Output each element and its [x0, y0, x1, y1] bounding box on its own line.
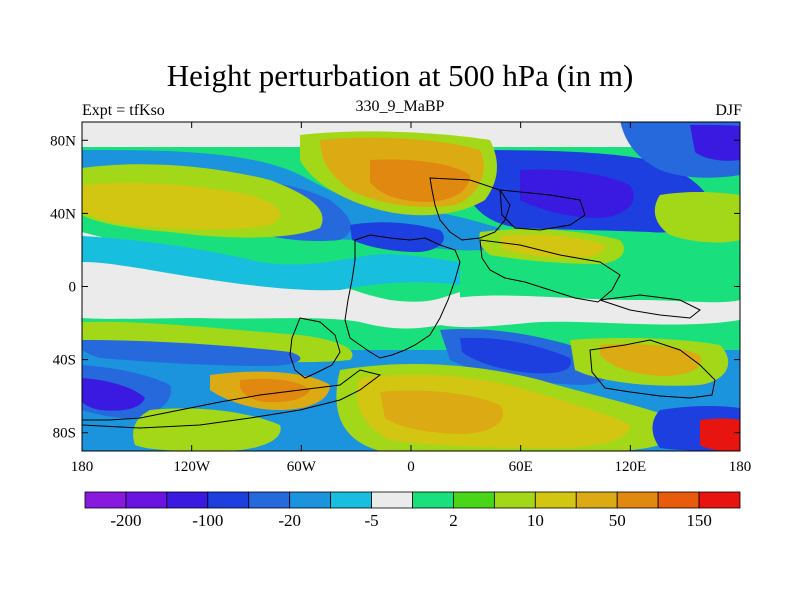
- colorbar-swatch: [657, 491, 700, 509]
- colorbar-swatch: [125, 491, 168, 509]
- colorbar-swatch: [371, 491, 413, 509]
- tropical-neutral-band-east: [440, 295, 740, 328]
- colorbar-swatch: [698, 491, 741, 509]
- continent-outlines: [82, 177, 716, 429]
- experiment-label: Expt = tfKso: [82, 102, 165, 119]
- europe-ridge-core: [370, 159, 470, 202]
- colorbar-label: -5: [364, 511, 378, 530]
- y-tick-label: 40S: [53, 353, 76, 369]
- colorbar-swatch: [412, 491, 454, 509]
- aleutian-low-core: [690, 125, 740, 161]
- y-tick-label: 80S: [53, 426, 76, 442]
- colorbar-swatch: [207, 491, 250, 509]
- colorbar-label: 50: [609, 511, 626, 530]
- colorbar-swatch: [248, 491, 291, 509]
- antarctic-high-spot: [700, 418, 740, 451]
- siberian-low-core: [520, 169, 634, 218]
- antarctic-ridge-core: [380, 390, 504, 434]
- atlantic-low: [350, 222, 444, 252]
- plot-title: Height perturbation at 500 hPa (in m): [166, 58, 634, 93]
- south-pacific-trough: [82, 340, 301, 366]
- x-tick-label: 120W: [173, 459, 211, 475]
- x-tick-label: 180: [71, 459, 94, 475]
- y-tick-label: 40N: [50, 206, 76, 222]
- colorbar-swatch: [575, 491, 618, 509]
- y-tick-label: 0: [69, 280, 77, 296]
- colorbar-swatch: [166, 491, 209, 509]
- colorbar-swatch: [534, 491, 577, 509]
- contour-field: [82, 122, 740, 451]
- middle-east-ridge-core: [500, 234, 605, 258]
- australia-ridge-core: [600, 344, 701, 376]
- period-label: 330_9_MaBP: [355, 98, 445, 115]
- asia-south-outline: [479, 239, 621, 303]
- colorbar-swatch: [616, 491, 659, 509]
- y-tick-label: 80N: [50, 133, 76, 149]
- x-tick-label: 60E: [509, 459, 533, 475]
- axis-ticks: [81, 122, 741, 451]
- north-pacific-ridge-core: [82, 183, 281, 230]
- south-pacific-low-core: [82, 378, 145, 411]
- colorbar-label: 150: [686, 511, 712, 530]
- x-tick-label: 180: [729, 459, 752, 475]
- colorbar-swatch: [330, 491, 372, 509]
- colorbar-label: -200: [110, 511, 141, 530]
- south-america-outline: [289, 317, 341, 379]
- colorbar-label: 2: [449, 511, 458, 530]
- south-atlantic-trough-core: [460, 337, 571, 374]
- australia-outline: [589, 339, 716, 399]
- colorbar-labels: -200 -100 -20 -5 2 10 50 150: [110, 511, 711, 530]
- x-tick-label: 120E: [614, 459, 646, 475]
- season-label: DJF: [715, 102, 742, 119]
- colorbar: [84, 491, 741, 509]
- colorbar-swatch: [289, 491, 332, 509]
- x-tick-label: 0: [407, 459, 415, 475]
- colorbar-swatch: [453, 491, 495, 509]
- subtropical-cyan-band: [82, 236, 460, 291]
- antarctica-outline: [82, 369, 382, 429]
- axis-labels: 180 120W 60W 0 60E 120E 180 80N 40N 0 40S 80S: [50, 133, 751, 475]
- x-tick-label: 60W: [287, 459, 317, 475]
- colorbar-label: -100: [192, 511, 223, 530]
- north-pacific-east-ridge: [654, 191, 740, 243]
- colorbar-swatch: [84, 491, 127, 509]
- asia-north-outline: [499, 189, 586, 231]
- south-america-ridge-core: [240, 378, 310, 403]
- maritime-continent-outline: [599, 294, 701, 319]
- colorbar-swatch: [493, 491, 536, 509]
- colorbar-label: -20: [278, 511, 301, 530]
- colorbar-label: 10: [527, 511, 544, 530]
- africa-outline: [344, 234, 461, 359]
